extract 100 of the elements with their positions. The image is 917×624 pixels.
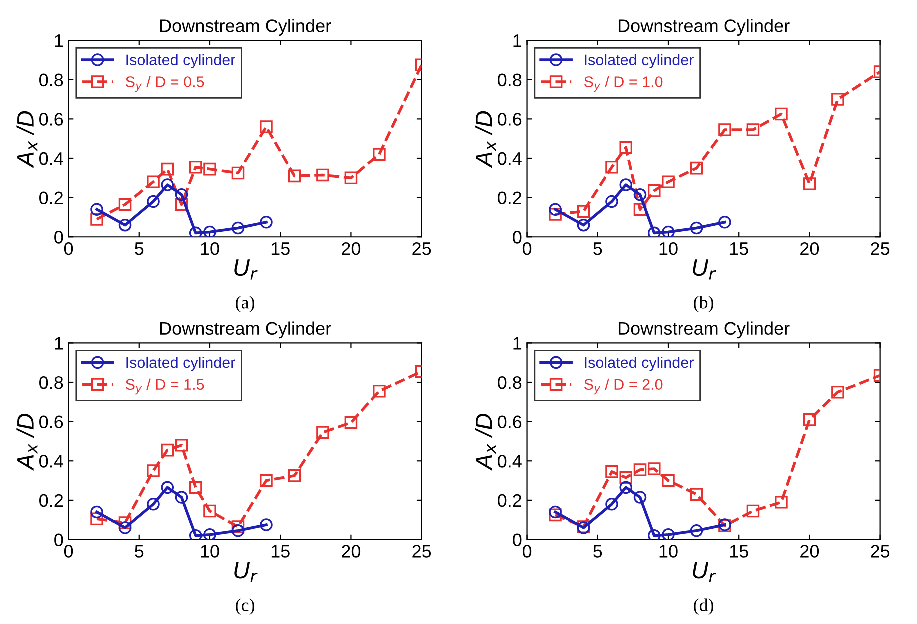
x-tick-label: 10 — [660, 545, 678, 558]
y-tick-label: 0.6 — [40, 113, 64, 126]
y-tick-label: 0 — [54, 534, 64, 546]
y-tick-label: 0.4 — [40, 152, 64, 166]
point — [648, 184, 661, 198]
point — [634, 188, 647, 202]
x-tick-label: 15 — [272, 545, 290, 558]
text: (a) — [236, 296, 255, 312]
point — [662, 474, 675, 488]
y-tick-label: 0.8 — [40, 74, 64, 87]
chart-title: Downstream Cylinder — [618, 322, 790, 339]
point — [620, 481, 633, 494]
point — [662, 176, 675, 188]
point — [662, 226, 675, 238]
legend-label: S$_{y}$ / D = 2.0 — [584, 378, 663, 395]
point — [175, 491, 188, 504]
point — [118, 522, 132, 534]
x-tick-label: 5 — [135, 545, 144, 558]
point — [260, 518, 273, 532]
point — [288, 469, 302, 482]
x-tick-label: 15 — [730, 242, 748, 256]
point — [549, 506, 562, 519]
y-tick-label: 0.2 — [498, 192, 522, 205]
point — [90, 213, 104, 226]
y-axis-title: A$_{x}$ /D — [16, 111, 38, 168]
point — [260, 120, 273, 134]
y-tick-label: 0.4 — [498, 152, 522, 166]
x-axis-title: U$_{r}$ — [234, 562, 258, 582]
chart-title: Downstream Cylinder — [618, 19, 790, 36]
point — [803, 413, 816, 426]
point — [232, 166, 245, 180]
point — [161, 444, 174, 457]
point — [147, 195, 160, 208]
point — [690, 222, 704, 235]
y-tick-label: 0.2 — [40, 192, 64, 205]
legend-label: S$_{y}$ / D = 1.5 — [126, 378, 204, 395]
point — [147, 464, 160, 478]
point — [803, 178, 816, 190]
x-tick-label: 5 — [594, 242, 602, 256]
y-tick-label: 1 — [55, 337, 64, 350]
point — [634, 491, 647, 504]
point — [606, 466, 618, 478]
text: (c) — [236, 598, 255, 616]
text: (d) — [694, 598, 714, 616]
y-tick-label: 1 — [55, 34, 64, 48]
point — [118, 198, 132, 212]
point — [690, 524, 704, 538]
point — [718, 216, 732, 229]
point — [634, 464, 647, 476]
point — [577, 205, 590, 218]
x-tick-label: 25 — [412, 545, 432, 558]
chart-title: Downstream Cylinder — [160, 322, 332, 339]
legend-label: Isolated cylinder — [585, 54, 694, 69]
point — [90, 512, 104, 526]
point — [549, 208, 562, 221]
x-tick-label: 20 — [800, 545, 820, 558]
y-tick-label: 1 — [514, 34, 522, 48]
y-tick-label: 0.6 — [498, 416, 522, 429]
point — [175, 198, 188, 212]
point — [147, 498, 160, 511]
point — [634, 203, 647, 216]
point — [90, 506, 104, 519]
point — [648, 226, 661, 238]
point — [373, 148, 386, 161]
point — [147, 176, 160, 188]
point — [746, 124, 760, 136]
legend-label: Isolated cylinder — [126, 54, 236, 69]
y-tick-label: 0.8 — [498, 74, 522, 87]
x-tick-label: 15 — [272, 242, 290, 256]
point — [90, 203, 104, 216]
x-tick-label: 5 — [594, 545, 602, 558]
point — [175, 439, 188, 452]
point — [232, 524, 245, 538]
y-tick-label: 0.2 — [40, 494, 64, 508]
point — [606, 160, 618, 174]
point — [204, 504, 216, 518]
point — [189, 160, 202, 174]
point — [204, 162, 216, 176]
point — [775, 108, 788, 121]
point — [690, 488, 704, 501]
point — [718, 124, 732, 136]
y-axis-title: A$_{x}$ /D — [16, 414, 38, 471]
x-axis-title: U$_{r}$ — [234, 260, 258, 280]
point — [549, 508, 562, 522]
x-tick-label: 0 — [522, 242, 532, 256]
legend-label: S$_{y}$ / D = 0.5 — [126, 76, 204, 92]
point — [316, 426, 330, 440]
point — [549, 203, 562, 216]
text: (b) — [694, 296, 714, 312]
y-axis-title: A$_{x}$ /D — [475, 414, 496, 471]
x-tick-label: 25 — [871, 545, 890, 558]
point — [775, 496, 788, 509]
legend-label: Isolated cylinder — [585, 356, 694, 372]
y-tick-label: 0.8 — [40, 376, 64, 390]
point — [260, 474, 273, 488]
point — [373, 384, 386, 398]
point — [577, 218, 590, 232]
y-tick-label: 0 — [54, 231, 64, 244]
point — [175, 188, 188, 202]
x-axis-title: U$_{r}$ — [693, 260, 716, 280]
